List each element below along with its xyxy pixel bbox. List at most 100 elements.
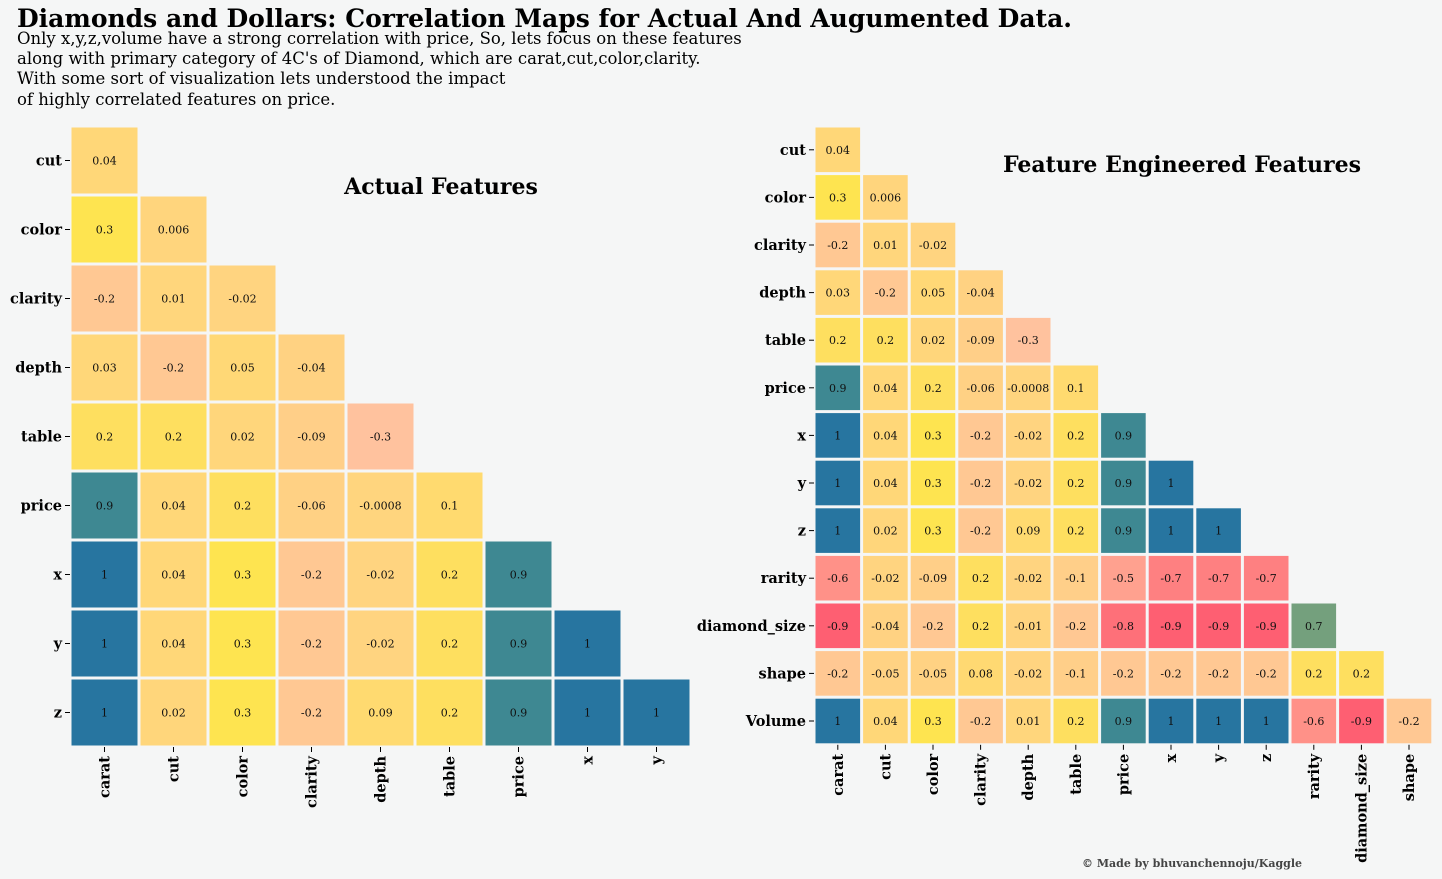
cell-label: -0.02: [228, 293, 256, 306]
cell-label: -0.2: [301, 707, 322, 720]
cell-rarity-x: [1148, 555, 1194, 601]
y-tick-label: color: [765, 189, 807, 206]
cell-label: -0.02: [366, 638, 394, 651]
cell-y-carat: [71, 610, 138, 677]
y-tick-label: color: [21, 222, 63, 239]
cell-label: -0.2: [301, 638, 322, 651]
cell-clarity-cut: [140, 265, 207, 332]
cell-z-table: [416, 679, 483, 746]
cell-label: -0.2: [970, 715, 991, 728]
cell-color-cut: [863, 175, 908, 220]
x-tick-label: y: [1211, 753, 1228, 763]
cell-shape-table: [1053, 651, 1099, 696]
cell-y-carat: [815, 460, 861, 506]
cell-price-depth: [347, 472, 414, 539]
cell-label: 0.9: [1115, 429, 1133, 442]
cell-label: 0.3: [924, 525, 942, 538]
cell-volume-color: [910, 698, 956, 744]
cell-y-x: [554, 610, 621, 677]
cell-volume-depth: [1005, 698, 1051, 744]
x-tick-label: table: [442, 756, 459, 797]
cell-x-price: [1101, 413, 1146, 458]
cell-label: 0.2: [96, 431, 114, 444]
cell-label: -0.2: [1208, 667, 1229, 680]
y-tick-label: y: [797, 475, 807, 492]
cell-label: 0.9: [1115, 525, 1133, 538]
cell-price-depth: [1005, 365, 1051, 411]
cell-shape-x: [1148, 651, 1194, 696]
cell-z-carat: [815, 508, 861, 553]
x-tick-label: depth: [373, 756, 390, 803]
cell-z-carat: [71, 679, 138, 746]
cell-label: 1: [653, 707, 660, 720]
y-tick-label: y: [53, 636, 63, 653]
cell-label: -0.2: [827, 667, 848, 680]
cell-y-color: [209, 610, 276, 677]
cell-price-clarity: [278, 472, 345, 539]
cell-shape-rarity: [1291, 651, 1337, 696]
cell-label: 0.3: [924, 715, 942, 728]
cell-color-cut: [140, 196, 207, 263]
cell-label: 0.2: [1067, 715, 1085, 728]
cell-label: -0.05: [919, 667, 947, 680]
cell-table-carat: [71, 403, 138, 470]
cell-z-cut: [863, 508, 908, 553]
cell-label: 0.09: [1016, 525, 1041, 538]
cell-x-color: [209, 541, 276, 608]
cell-shape-price: [1101, 651, 1146, 696]
cell-diamond-size-rarity: [1291, 603, 1337, 649]
cell-label: 0.04: [873, 477, 898, 490]
cell-label: 0.9: [510, 569, 528, 582]
cell-z-color: [910, 508, 956, 553]
cell-clarity-color: [209, 265, 276, 332]
x-tick-label: rarity: [1306, 753, 1323, 799]
cell-label: 0.04: [873, 429, 898, 442]
figure-subtitle: Only x,y,z,volume have a strong correlat…: [17, 29, 742, 109]
cell-label: 0.02: [873, 525, 898, 538]
cell-label: 0.04: [873, 382, 898, 395]
cell-rarity-z: [1243, 555, 1289, 601]
cell-y-price: [1101, 460, 1146, 506]
cell-price-table: [416, 472, 483, 539]
cell-label: -0.5: [1113, 572, 1134, 585]
cell-y-clarity: [278, 610, 345, 677]
cell-label: 1: [584, 707, 591, 720]
cell-label: -0.9: [1160, 620, 1181, 633]
cell-label: 1: [834, 429, 841, 442]
cell-label: -0.6: [1303, 715, 1324, 728]
x-tick-label: z: [1258, 754, 1275, 762]
cell-y-table: [416, 610, 483, 677]
cell-z-y: [1196, 508, 1241, 553]
cell-label: -0.02: [871, 572, 899, 585]
cell-label: 0.2: [441, 569, 459, 582]
y-tick-label: price: [765, 380, 806, 397]
cell-label: -0.2: [1065, 620, 1086, 633]
cell-label: 0.2: [165, 431, 183, 444]
cell-diamond-size-table: [1053, 603, 1099, 649]
figure-title: Diamonds and Dollars: Correlation Maps f…: [17, 4, 1073, 33]
cell-rarity-table: [1053, 555, 1099, 601]
cell-label: 1: [584, 638, 591, 651]
cell-label: 0.006: [870, 191, 902, 204]
cell-x-clarity: [278, 541, 345, 608]
cell-label: 1: [1263, 715, 1270, 728]
cell-diamond-size-price: [1101, 603, 1146, 649]
cell-label: -0.02: [1014, 572, 1042, 585]
cell-label: 0.9: [510, 707, 528, 720]
cell-label: 0.04: [161, 569, 186, 582]
y-tick-label: diamond_size: [697, 618, 806, 635]
cell-depth-clarity: [278, 334, 345, 401]
cell-shape-carat: [815, 651, 861, 696]
cell-label: -0.04: [966, 287, 994, 300]
cell-x-carat: [815, 413, 861, 458]
cell-label: -0.2: [301, 569, 322, 582]
cell-table-depth: [1005, 317, 1051, 363]
cell-label: -0.02: [1014, 667, 1042, 680]
x-tick-label: shape: [1401, 754, 1418, 801]
y-tick-label: clarity: [10, 291, 63, 308]
cell-depth-cut: [863, 270, 908, 315]
y-tick-label: z: [798, 523, 806, 540]
cell-rarity-price: [1101, 555, 1146, 601]
cell-rarity-cut: [863, 555, 908, 601]
cell-label: -0.02: [919, 239, 947, 252]
